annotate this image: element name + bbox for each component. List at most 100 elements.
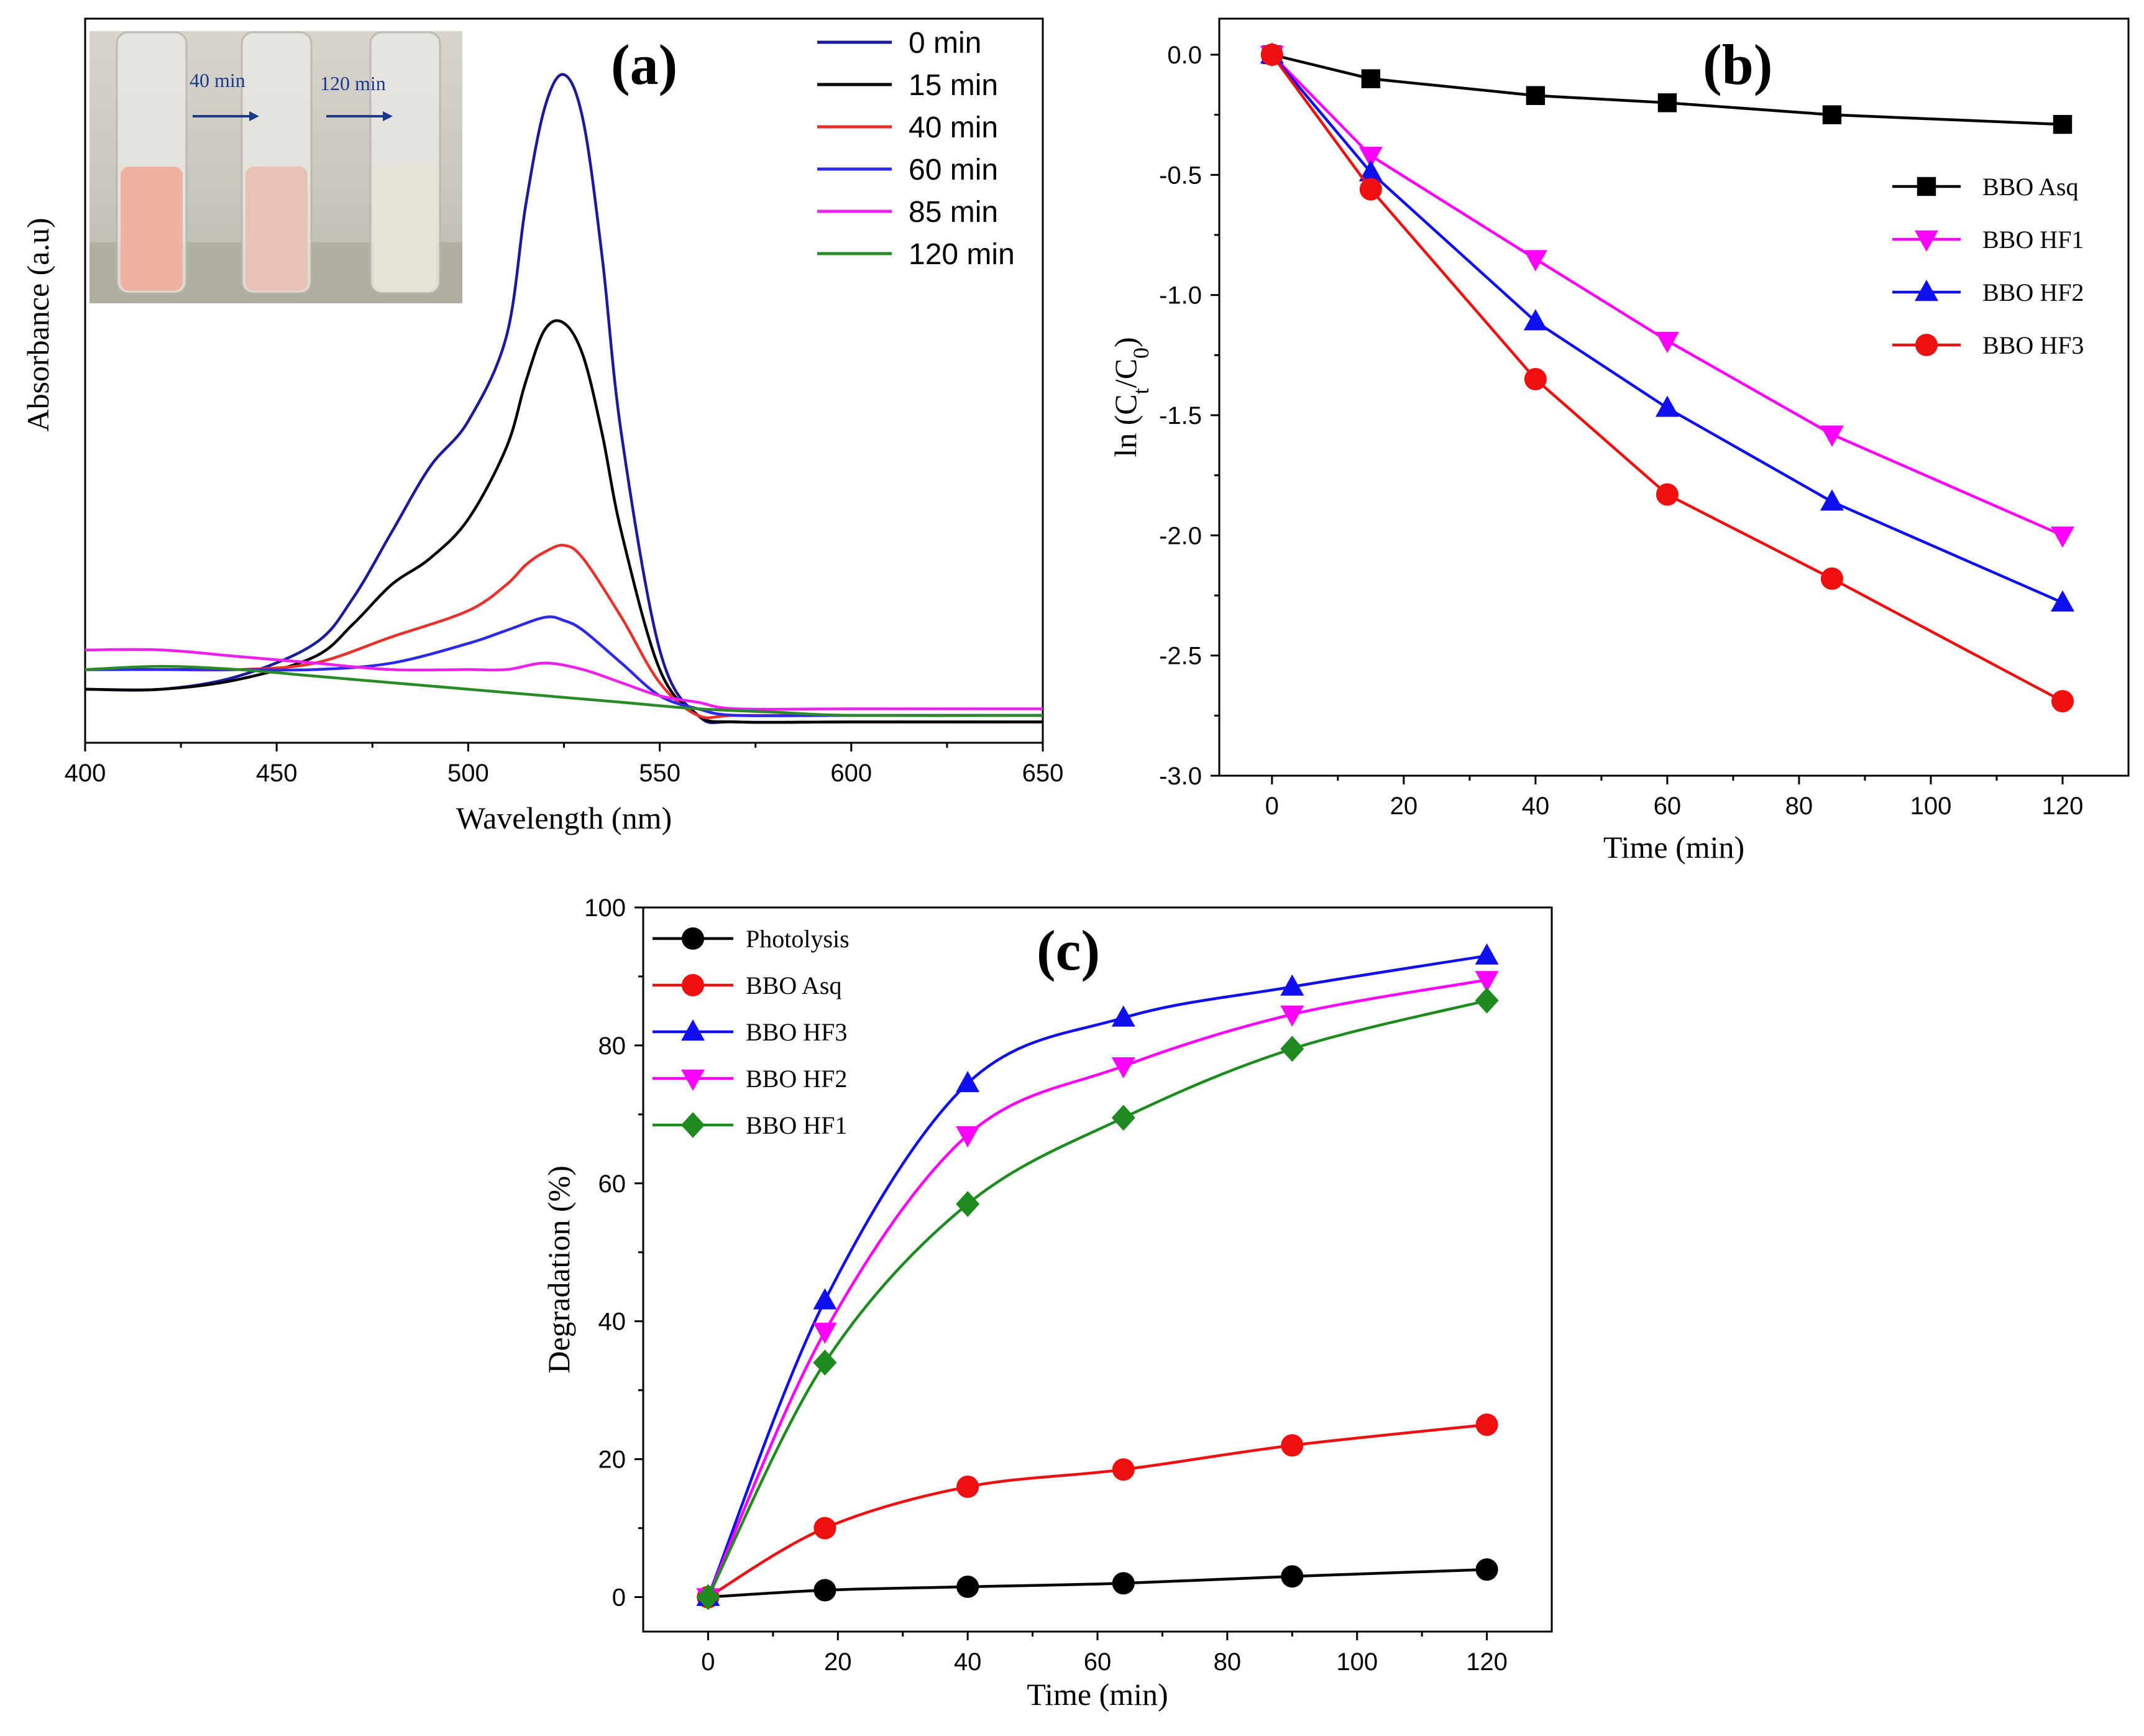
panel-c-bbo-asq-point-3 [1112,1458,1135,1481]
panel-b-axes: 0 20 40 60 80 100 120 0.0 -0.5 -1.0 -1.5 -2.0 -2.5 -3… [1159,17,2130,865]
panel-b-x-tick-label: 120 [2042,792,2084,820]
panel-b-bbo-asq-point-4 [1822,105,1842,124]
panel-c-legend-marker-bbo-hf2 [681,1069,705,1091]
panel-c-x-tick-label: 60 [1084,1648,1112,1676]
panel-c-bbo-hf2-point-3 [1111,1057,1135,1079]
panel-a-legend-label-120-min: 120 min [909,238,1015,271]
panel-a-x-tick-label: 400 [65,760,106,787]
panel-c-x-tick-label: 20 [824,1648,852,1676]
panel-b-y-tick-label: -2.0 [1159,522,1202,549]
panel-c-y-tick-label: 100 [584,894,626,922]
panel-c-bbo-hf2-point-2 [956,1126,980,1148]
panel-a-x-tick-label: 550 [639,760,680,787]
panel-c-legend-label-photolysis: Photolysis [746,925,850,953]
panel-c-y-tick-label: 60 [598,1170,626,1198]
panel-b-x-tick-label: 20 [1390,792,1418,820]
panel-c-legend-marker-bbo-hf1 [681,1112,705,1138]
panel-c-bbo-hf3-point-2 [956,1070,980,1093]
inset-tube-2-liquid [245,167,308,291]
panel-c-series-bbo-asq-line [707,1423,1487,1599]
panel-c-bbo-hf1-point-2 [956,1191,980,1217]
panel-c-y-tick-label: 20 [598,1446,626,1474]
panel-b-plot-area [1260,42,2074,713]
panel-c-x-tick-label: 80 [1214,1648,1242,1676]
panel-a-label: (a) [611,33,677,96]
panel-b-y-tick-label: 0.0 [1167,42,1202,69]
panel-a-series-15-min-line [85,319,1043,724]
panel-a-legend-label-0-min: 0 min [909,27,981,60]
panel-a-legend-label-85-min: 85 min [909,196,998,229]
panel-b-bbo-asq-point-5 [2053,114,2073,134]
panel-c-bbo-asq-point-2 [956,1475,979,1499]
panel-c-plot-area [696,943,1499,1610]
panel-b-bbo-hf2-point-2 [1523,309,1547,331]
panel-b-series-bbo-hf1-line [1271,53,2063,537]
panel-b-x-tick-label: 80 [1785,792,1813,820]
panel-a-x-tick-label: 600 [830,760,872,787]
panel-b-x-tick-label: 40 [1522,792,1550,820]
panel-c-series-bbo-hf3-line [707,954,1487,1598]
panel-b-y-tick-label: -1.5 [1159,402,1202,429]
panel-c-legend-marker-bbo-asq [681,973,705,997]
panel-b-bbo-hf3-point-2 [1524,367,1547,391]
panel-b-x-axis-title: Time (min) [1603,830,1744,865]
panel-b-y-tick-label: -0.5 [1159,162,1202,189]
panel-c-photolysis-point-3 [1112,1572,1135,1595]
panel-b-bbo-asq-point-2 [1526,86,1546,105]
panel-b-bbo-hf3-point-0 [1260,43,1283,67]
panel-b-legend-label-bbo-hf2: BBO HF2 [1982,278,2084,306]
panel-b-x-tick-label: 60 [1654,792,1682,820]
panel-c-bbo-hf1-point-4 [1280,1036,1304,1062]
inset-tube-3-liquid [374,167,436,291]
panel-c-bbo-hf1-point-5 [1475,987,1499,1014]
panel-c-photolysis-point-4 [1281,1565,1304,1588]
panel-a-inset-photo: 40 min 120 min [89,31,462,303]
panel-a-plot-area [85,73,1043,724]
panel-b-frame [1218,17,2130,777]
panel-b-y-axis-title: ln (Ct/C0) [1108,337,1153,457]
panel-a-x-axis-title: Wavelength (nm) [456,801,672,835]
panel-b-bbo-hf3-point-5 [2051,690,2074,713]
panel-b-bbo-hf1-point-3 [1655,331,1679,354]
panel-a-x-tick-label: 500 [447,760,489,787]
panel-c-legend: Photolysis BBO Asq BBO HF3 BBO HF2 BBO HF1 [653,925,850,1139]
panel-a-series-85-min-line [85,648,1043,711]
panel-c-bbo-hf3-point-1 [813,1288,837,1310]
panel-a-series-60-min-line [85,615,1043,718]
panel-c-x-tick-label: 0 [701,1648,715,1676]
panel-c-bbo-hf3-point-3 [1111,1005,1135,1027]
panel-a-y-axis-title: Absorbance (a.u) [21,218,55,431]
panel-c-bbo-asq-point-4 [1281,1434,1304,1457]
inset-label-40-min: 40 min [190,69,245,91]
panel-b-bbo-hf2-point-5 [2050,590,2074,612]
panel-b-bbo-hf3-point-3 [1656,483,1679,506]
panel-b-bbo-hf3-point-4 [1820,567,1843,590]
panel-a-legend-label-15-min: 15 min [909,69,998,102]
panel-b-bbo-hf1-point-1 [1358,147,1383,168]
inset-arrow-2-head [383,111,393,121]
panel-c-y-tick-label: 0 [612,1584,626,1612]
panel-c-x-axis-title: Time (min) [1027,1677,1168,1712]
panel-b-y-title-prefix: ln (C [1108,394,1143,457]
panel-b-x-tick-label: 100 [1910,792,1952,820]
panel-c-legend-label-bbo-hf2: BBO HF2 [746,1065,847,1093]
panel-b-bbo-asq-point-1 [1361,69,1381,88]
panel-a-legend-label-40-min: 40 min [909,111,998,144]
panel-c-photolysis-point-5 [1475,1558,1498,1581]
panel-b-bbo-hf1-point-2 [1523,250,1547,272]
panel-c-y-axis-title: Degradation (%) [541,1165,576,1374]
panel-a-series-120-min-line [85,664,1043,717]
panel-c-bbo-hf2-point-1 [813,1323,837,1344]
panel-c-series-bbo-hf2-line [707,978,1487,1598]
panel-b-bbo-hf1-point-5 [2050,526,2074,548]
panel-b-series-bbo-asq-line [1271,53,2063,126]
panel-c-bbo-asq-point-1 [813,1517,836,1540]
panel-b-y-title-sub1: t [1129,388,1153,394]
panel-c-bbo-hf3-point-5 [1475,943,1499,965]
panel-c-series-bbo-hf1-line [707,999,1488,1598]
panel-b-legend-label-bbo-hf1: BBO HF1 [1982,226,2084,254]
panel-c-bbo-hf1-point-3 [1111,1105,1135,1131]
panel-b-y-title-suffix: ) [1108,337,1143,347]
panel-c-photolysis-point-2 [956,1575,979,1598]
